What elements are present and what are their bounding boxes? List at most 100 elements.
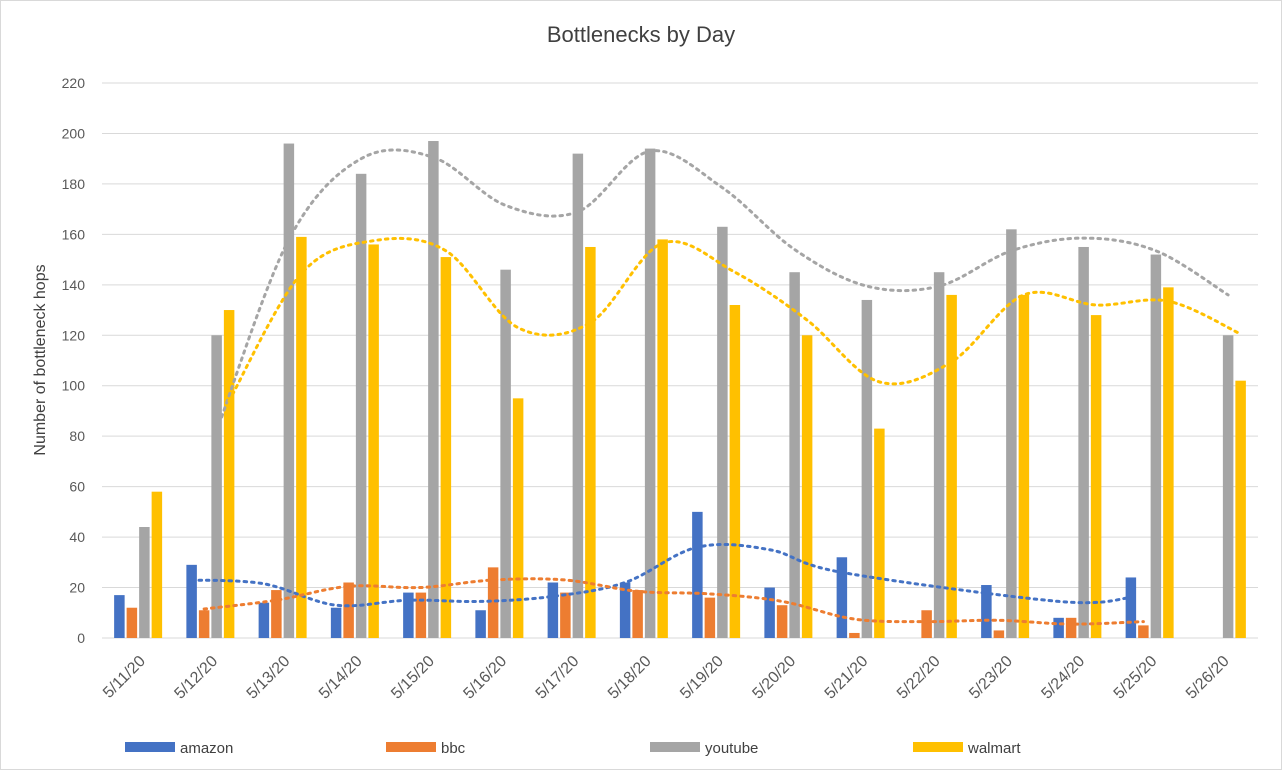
bar-youtube	[789, 272, 800, 638]
bar-walmart	[585, 246, 596, 638]
bar-bbc	[343, 582, 354, 638]
bar-bbc	[487, 567, 499, 638]
bar-youtube	[500, 269, 511, 638]
bar-bbc	[921, 610, 932, 638]
x-tick-label: 5/24/20	[1038, 653, 1088, 703]
bar-youtube	[1150, 254, 1162, 638]
x-tick-label: 5/17/20	[533, 653, 583, 703]
bar-walmart	[874, 428, 885, 638]
bar-youtube	[1006, 229, 1017, 638]
legend-item-bbc: bbc	[386, 740, 466, 757]
bar-walmart	[223, 310, 235, 638]
bar-youtube	[1222, 335, 1234, 638]
bar-walmart	[1163, 287, 1174, 638]
y-tick-label: 80	[69, 428, 85, 444]
bar-bbc	[198, 610, 210, 638]
gridlines	[102, 82, 1258, 639]
x-axis-tick-labels: 5/11/20 5/12/20 5/13/20 5/14/20 5/15/20 5/16/…	[100, 653, 1233, 703]
bar-amazon	[764, 587, 775, 638]
bar-youtube	[572, 153, 584, 639]
bar-youtube	[1078, 246, 1089, 638]
y-tick-label: 60	[69, 479, 85, 495]
y-tick-label: 160	[62, 226, 86, 242]
bar-amazon	[330, 607, 342, 638]
bar-walmart	[657, 239, 668, 638]
bar-amazon	[1125, 577, 1137, 638]
x-tick-label: 5/13/20	[244, 653, 294, 703]
bar-amazon	[692, 511, 703, 638]
bar-amazon	[1053, 617, 1064, 638]
bar-youtube	[861, 299, 873, 638]
bar-amazon	[547, 582, 559, 638]
bar-walmart	[1235, 380, 1246, 638]
y-tick-label: 180	[62, 176, 86, 192]
bar-amazon	[836, 557, 848, 638]
legend-label: youtube	[705, 740, 758, 757]
legend-swatch	[650, 742, 700, 752]
trendline-youtube	[215, 148, 1230, 433]
trendline-walmart	[227, 236, 1243, 403]
bar-youtube	[211, 335, 222, 638]
x-tick-label: 5/23/20	[966, 653, 1016, 703]
y-tick-label: 40	[69, 529, 85, 545]
x-tick-label: 5/15/20	[388, 653, 438, 703]
bar-bbc	[560, 592, 571, 638]
bar-walmart	[296, 236, 307, 639]
trendlines	[190, 148, 1243, 626]
y-tick-label: 120	[62, 327, 86, 343]
bar-bbc	[776, 605, 788, 638]
legend-item-walmart: walmart	[913, 740, 1021, 757]
y-tick-label: 0	[77, 630, 85, 646]
x-tick-label: 5/20/20	[749, 653, 799, 703]
bar-bbc	[993, 630, 1005, 638]
bar-bbc	[415, 592, 427, 638]
x-tick-label: 5/25/20	[1111, 653, 1161, 703]
bar-youtube	[717, 226, 728, 638]
bar-amazon	[403, 592, 414, 638]
bar-bbc	[1138, 625, 1149, 638]
y-tick-label: 140	[62, 277, 86, 293]
y-tick-label: 200	[62, 125, 86, 141]
legend-item-youtube: youtube	[650, 740, 758, 757]
bar-amazon	[981, 585, 992, 638]
bar-youtube	[139, 527, 150, 638]
bar-youtube	[933, 272, 945, 638]
trendline-amazon	[190, 542, 1133, 608]
y-axis-label: Number of bottleneck hops	[32, 264, 49, 455]
bar-bbc	[704, 597, 716, 638]
bar-walmart	[946, 294, 957, 638]
x-tick-label: 5/12/20	[171, 653, 221, 703]
bar-walmart	[801, 335, 813, 638]
legend-label: amazon	[180, 740, 233, 757]
bar-amazon	[475, 610, 486, 638]
bar-bbc	[1065, 617, 1077, 638]
bar-walmart	[512, 398, 524, 638]
y-tick-label: 220	[62, 75, 86, 91]
legend: amazon bbc youtube walmart	[125, 740, 1021, 757]
bar-bbc	[271, 590, 282, 638]
bar-youtube	[644, 148, 656, 638]
bar-youtube	[428, 141, 439, 639]
y-tick-label: 20	[69, 580, 85, 596]
bar-amazon	[258, 602, 270, 638]
legend-swatch	[913, 742, 963, 752]
bar-amazon	[186, 564, 197, 638]
x-tick-label: 5/18/20	[605, 653, 655, 703]
x-tick-label: 5/26/20	[1183, 653, 1233, 703]
x-tick-label: 5/14/20	[316, 653, 366, 703]
bars	[114, 141, 1246, 639]
y-axis-tick-labels: 0 20 40 60 80 100 120 140 160 180 200 220	[62, 75, 86, 646]
bar-amazon	[114, 595, 125, 638]
legend-item-amazon: amazon	[125, 740, 233, 757]
x-tick-label: 5/21/20	[822, 653, 872, 703]
y-tick-label: 100	[62, 378, 86, 394]
bar-walmart	[440, 257, 452, 638]
legend-label: walmart	[967, 740, 1021, 757]
x-tick-label: 5/11/20	[100, 653, 149, 702]
legend-swatch	[125, 742, 175, 752]
bar-youtube	[283, 143, 295, 638]
bar-bbc	[849, 632, 860, 638]
legend-swatch	[386, 742, 436, 752]
bar-youtube	[355, 173, 367, 638]
chart-title: Bottlenecks by Day	[546, 22, 736, 47]
